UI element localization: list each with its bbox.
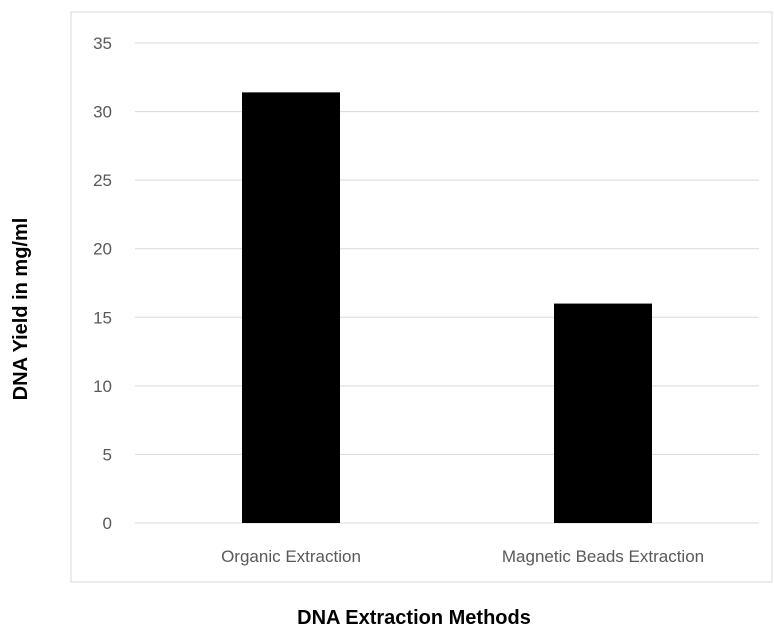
bars — [242, 92, 652, 523]
y-tick-label: 25 — [93, 171, 112, 190]
y-axis-title: DNA Yield in mg/ml — [10, 218, 32, 401]
x-tick-label: Organic Extraction — [221, 547, 361, 566]
y-tick-label: 5 — [103, 445, 112, 464]
chart-frame — [70, 11, 773, 583]
y-tick-label: 0 — [103, 514, 112, 533]
bar-magnetic-beads-extraction — [554, 303, 652, 523]
bar-organic-extraction — [242, 92, 340, 523]
y-tick-label: 15 — [93, 308, 112, 327]
gridlines — [135, 42, 759, 524]
x-tick-label: Magnetic Beads Extraction — [502, 547, 704, 566]
y-tick-label: 10 — [93, 377, 112, 396]
x-axis-title: DNA Extraction Methods — [297, 607, 531, 629]
y-tick-label: 30 — [93, 103, 112, 122]
x-axis-tick-labels: Organic Extraction Magnetic Beads Extract… — [221, 547, 704, 566]
y-tick-label: 20 — [93, 240, 112, 259]
y-axis-tick-labels: 0 5 10 15 20 25 30 35 — [93, 34, 112, 533]
y-tick-label: 35 — [93, 34, 112, 53]
